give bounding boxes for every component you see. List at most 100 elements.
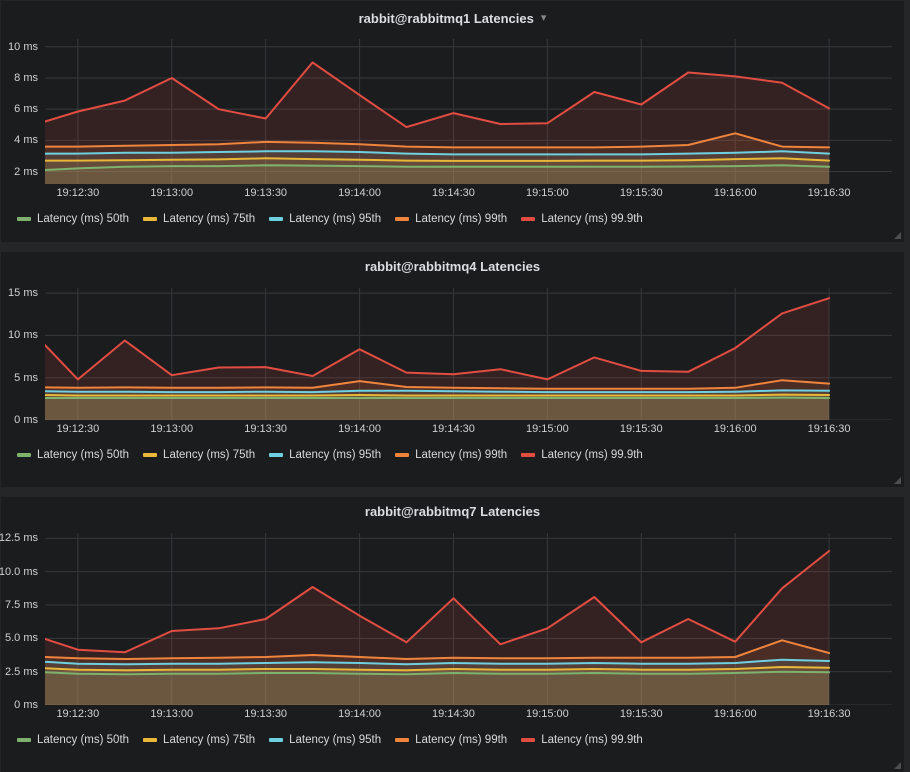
y-axis-tick-label: 6 ms bbox=[14, 103, 38, 116]
x-axis-tick-label: 19:13:30 bbox=[244, 187, 288, 199]
panel-title[interactable]: rabbit@rabbitmq4 Latencies bbox=[364, 258, 541, 274]
legend-color-swatch[interactable] bbox=[17, 453, 31, 457]
chevron-down-icon[interactable]: ▾ bbox=[540, 11, 547, 24]
legend-color-swatch[interactable] bbox=[395, 217, 410, 221]
x-axis-tick-label: 19:15:30 bbox=[619, 187, 663, 199]
legend-color-swatch[interactable] bbox=[521, 738, 536, 742]
y-axis-tick-label: 5.0 ms bbox=[4, 632, 38, 645]
legend-color-swatch[interactable] bbox=[395, 738, 410, 742]
legend-color-swatch[interactable] bbox=[521, 453, 536, 457]
legend-label: Latency (ms) 50th bbox=[37, 213, 130, 225]
panel-title[interactable]: rabbit@rabbitmq7 Latencies bbox=[364, 503, 541, 519]
x-axis-tick-label: 19:16:30 bbox=[807, 187, 851, 199]
legend-color-swatch[interactable] bbox=[521, 217, 536, 221]
x-axis-tick-label: 19:14:30 bbox=[432, 708, 475, 720]
y-axis: 0 ms 5 ms 10 ms 15 ms bbox=[1, 287, 45, 426]
legend-item[interactable]: Latency (ms) 95th bbox=[269, 449, 381, 461]
chart-plot-area[interactable] bbox=[45, 39, 892, 184]
y-axis-tick-label: 2.5 ms bbox=[4, 665, 38, 678]
x-axis-tick-label: 19:13:30 bbox=[244, 423, 288, 435]
legend-label: Latency (ms) 75th bbox=[163, 734, 256, 746]
chart-plot-area[interactable] bbox=[45, 288, 892, 420]
y-axis-tick-label: 10 ms bbox=[8, 40, 38, 53]
legend-color-swatch[interactable] bbox=[269, 453, 284, 457]
y-axis: 2 ms 4 ms 6 ms 8 ms 10 ms bbox=[1, 39, 45, 184]
x-axis-tick-label: 19:12:30 bbox=[56, 187, 100, 199]
legend-item[interactable]: Latency (ms) 99th bbox=[395, 734, 507, 746]
panel-header[interactable]: rabbit@rabbitmq4 Latencies ▾ bbox=[1, 252, 904, 280]
x-axis-tick-label: 19:12:30 bbox=[56, 708, 100, 720]
x-axis-tick-label: 19:14:00 bbox=[338, 423, 381, 435]
chart-plot-area[interactable] bbox=[45, 533, 892, 705]
panel-resize-handle[interactable] bbox=[894, 762, 901, 769]
x-axis-tick-label: 19:14:00 bbox=[338, 187, 381, 199]
panel-header[interactable]: rabbit@rabbitmq1 Latencies ▾ bbox=[1, 1, 904, 35]
chart-area: 2 ms 4 ms 6 ms 8 ms 10 ms bbox=[1, 39, 904, 184]
x-axis-tick-label: 19:16:00 bbox=[713, 708, 757, 720]
legend-item[interactable]: Latency (ms) 95th bbox=[269, 213, 381, 225]
x-axis-tick-label: 19:15:00 bbox=[525, 187, 569, 199]
x-axis-tick-label: 19:15:30 bbox=[619, 423, 663, 435]
legend-label: Latency (ms) 99th bbox=[415, 213, 508, 225]
legend-color-swatch[interactable] bbox=[269, 217, 284, 221]
legend-color-swatch[interactable] bbox=[17, 738, 31, 742]
x-axis-tick-label: 19:15:30 bbox=[619, 708, 663, 720]
x-axis-tick-label: 19:13:00 bbox=[150, 187, 194, 199]
chart-area: 0 ms 2.5 ms 5.0 ms 7.5 ms 10.0 ms 12.5 ms bbox=[0, 532, 904, 711]
legend-label: Latency (ms) 99.9th bbox=[541, 449, 643, 461]
legend-item[interactable]: Latency (ms) 99th bbox=[395, 449, 507, 461]
y-axis-tick-label: 0 ms bbox=[14, 699, 38, 711]
y-axis-tick-label: 12.5 ms bbox=[0, 532, 38, 545]
panel-resize-handle[interactable] bbox=[894, 477, 901, 484]
x-axis-tick-label: 19:12:30 bbox=[56, 423, 100, 435]
y-axis-tick-label: 15 ms bbox=[8, 287, 38, 300]
panel-rabbitmq7-latencies: rabbit@rabbitmq7 Latencies ▾ 0 ms 2.5 ms 5… bbox=[0, 497, 904, 772]
y-axis-tick-label: 2 ms bbox=[14, 165, 38, 178]
legend-item[interactable]: Latency (ms) 75th bbox=[143, 213, 255, 225]
y-axis-tick-label: 10.0 ms bbox=[0, 565, 38, 578]
legend-item[interactable]: Latency (ms) 50th bbox=[17, 734, 129, 746]
legend-color-swatch[interactable] bbox=[269, 738, 284, 742]
y-axis-tick-label: 7.5 ms bbox=[4, 599, 38, 611]
x-axis-tick-label: 19:15:00 bbox=[525, 708, 569, 720]
legend-item[interactable]: Latency (ms) 95th bbox=[269, 734, 381, 746]
legend-item[interactable]: Latency (ms) 99.9th bbox=[521, 449, 643, 461]
legend-label: Latency (ms) 99th bbox=[415, 449, 508, 461]
legend-label: Latency (ms) 50th bbox=[37, 449, 130, 461]
y-axis-tick-label: 8 ms bbox=[14, 71, 38, 84]
x-axis-tick-label: 19:16:30 bbox=[807, 423, 851, 435]
y-axis-tick-label: 4 ms bbox=[14, 134, 38, 147]
panel-header[interactable]: rabbit@rabbitmq7 Latencies ▾ bbox=[1, 497, 904, 525]
legend-item[interactable]: Latency (ms) 99.9th bbox=[521, 213, 643, 225]
legend-item[interactable]: Latency (ms) 75th bbox=[143, 734, 255, 746]
legend-item[interactable]: Latency (ms) 75th bbox=[143, 449, 255, 461]
legend-color-swatch[interactable] bbox=[143, 738, 158, 742]
x-axis-tick-label: 19:15:00 bbox=[525, 423, 569, 435]
legend: Latency (ms) 50th Latency (ms) 75th Latenc… bbox=[1, 440, 904, 487]
legend-label: Latency (ms) 50th bbox=[37, 734, 130, 746]
legend-item[interactable]: Latency (ms) 99th bbox=[395, 213, 507, 225]
legend-color-swatch[interactable] bbox=[143, 453, 158, 457]
x-axis-tick-label: 19:14:00 bbox=[338, 708, 381, 720]
x-axis: 19:12:30 19:13:00 19:13:30 19:14:00 19:14:30… bbox=[45, 420, 892, 440]
legend-color-swatch[interactable] bbox=[395, 453, 410, 457]
legend-label: Latency (ms) 95th bbox=[289, 449, 382, 461]
panel-rabbitmq4-latencies: rabbit@rabbitmq4 Latencies ▾ 0 ms 5 ms 10 … bbox=[1, 252, 904, 487]
legend-color-swatch[interactable] bbox=[17, 217, 31, 221]
x-axis: 19:12:30 19:13:00 19:13:30 19:14:00 19:14:30… bbox=[45, 705, 892, 725]
x-axis-tick-label: 19:16:00 bbox=[713, 423, 757, 435]
legend-label: Latency (ms) 99th bbox=[415, 734, 508, 746]
legend-item[interactable]: Latency (ms) 99.9th bbox=[521, 734, 643, 746]
legend-color-swatch[interactable] bbox=[143, 217, 158, 221]
panel-title[interactable]: rabbit@rabbitmq1 Latencies bbox=[358, 10, 534, 26]
y-axis: 0 ms 2.5 ms 5.0 ms 7.5 ms 10.0 ms 12.5 ms bbox=[0, 532, 45, 711]
legend-item[interactable]: Latency (ms) 50th bbox=[17, 449, 129, 461]
panel-rabbitmq1-latencies: rabbit@rabbitmq1 Latencies ▾ 2 ms 4 ms 6 m… bbox=[1, 1, 904, 242]
x-axis: 19:12:30 19:13:00 19:13:30 19:14:00 19:14:30… bbox=[45, 184, 892, 204]
legend-item[interactable]: Latency (ms) 50th bbox=[17, 213, 129, 225]
x-axis-tick-label: 19:14:30 bbox=[432, 423, 475, 435]
panel-resize-handle[interactable] bbox=[894, 232, 901, 239]
x-axis-tick-label: 19:16:30 bbox=[807, 708, 851, 720]
legend-label: Latency (ms) 75th bbox=[163, 213, 256, 225]
legend-label: Latency (ms) 99.9th bbox=[541, 734, 643, 746]
